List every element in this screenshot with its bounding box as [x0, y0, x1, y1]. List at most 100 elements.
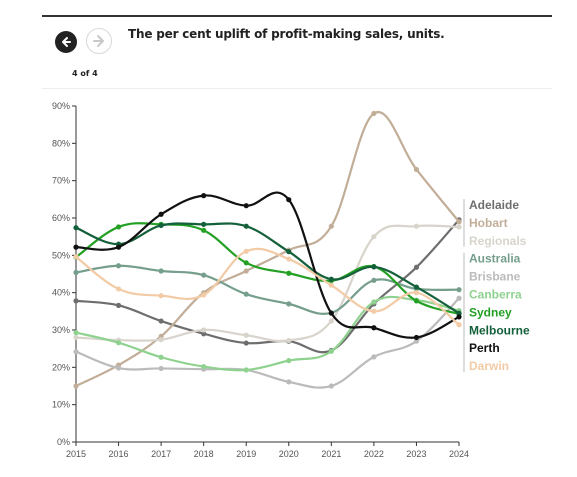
data-point-perth	[456, 314, 462, 320]
data-point-darwin	[286, 256, 292, 262]
legend-label-canberra: Canberra	[469, 288, 522, 302]
data-point-canberra	[328, 348, 334, 354]
y-tick-label: 60%	[52, 213, 70, 223]
data-point-brisbane	[413, 338, 420, 344]
data-point-perth	[371, 325, 377, 331]
data-point-darwin	[158, 293, 164, 299]
data-point-canberra	[371, 299, 377, 305]
series-line-regionals	[74, 224, 461, 343]
data-point-canberra	[243, 367, 249, 373]
top-rule	[42, 15, 552, 17]
data-point-regionals	[158, 337, 164, 343]
series-line-melbourne	[74, 222, 461, 315]
data-point-adelaide	[158, 318, 164, 324]
data-point-regionals	[286, 337, 292, 344]
page-counter: 4 of 4	[72, 69, 98, 78]
data-point-brisbane	[73, 349, 79, 355]
x-tick-label: 2022	[364, 449, 384, 459]
data-point-darwin	[456, 322, 462, 328]
series-line-darwin	[74, 247, 461, 326]
data-point-perth	[73, 244, 79, 250]
data-point-canberra	[73, 330, 79, 336]
x-tick-label: 2019	[236, 449, 256, 459]
data-point-brisbane	[456, 295, 462, 301]
data-point-sydney	[413, 298, 420, 304]
legend-label-sydney: Sydney	[469, 305, 512, 319]
x-tick-label: 2017	[151, 449, 171, 459]
data-point-brisbane	[115, 365, 122, 371]
back-button[interactable]	[55, 31, 77, 53]
legend-label-adelaide: Adelaide	[469, 198, 519, 212]
y-tick-label: 30%	[52, 325, 70, 335]
data-point-australia	[115, 263, 122, 269]
data-point-darwin	[371, 308, 377, 314]
data-point-canberra	[286, 358, 292, 364]
data-point-sydney	[201, 227, 207, 233]
x-tick-label: 2015	[66, 449, 86, 459]
next-button[interactable]	[86, 28, 112, 54]
data-point-sydney	[243, 260, 249, 266]
data-point-australia	[456, 287, 462, 293]
data-point-australia	[371, 277, 377, 283]
data-point-hobart	[73, 383, 79, 389]
legend-label-hobart: Hobart	[469, 216, 508, 230]
data-point-brisbane	[371, 354, 377, 360]
data-point-brisbane	[158, 365, 164, 372]
data-point-regionals	[371, 234, 377, 240]
series-line-adelaide	[74, 218, 461, 354]
legend-label-australia: Australia	[469, 252, 521, 266]
arrow-left-icon	[62, 37, 71, 47]
x-tick-label: 2023	[406, 449, 426, 459]
legend-label-perth: Perth	[469, 341, 500, 355]
x-tick-label: 2024	[449, 449, 469, 459]
data-point-melbourne	[158, 222, 164, 229]
x-tick-label: 2018	[194, 449, 214, 459]
data-point-sydney	[115, 224, 122, 230]
page-title: The per cent uplift of profit-making sal…	[128, 27, 445, 41]
data-point-darwin	[73, 254, 79, 260]
data-point-melbourne	[243, 223, 249, 229]
data-point-sydney	[286, 270, 292, 276]
arrow-right-icon	[93, 35, 104, 47]
series-line-sydney	[74, 222, 461, 316]
data-point-regionals	[413, 223, 420, 229]
data-point-regionals	[243, 332, 249, 338]
x-tick-label: 2016	[109, 449, 129, 459]
separator-rule	[42, 88, 552, 89]
x-tick-label: 2020	[279, 449, 299, 459]
data-point-adelaide	[201, 331, 207, 337]
data-point-perth	[413, 334, 420, 341]
data-point-hobart	[371, 110, 377, 117]
data-point-darwin	[201, 292, 207, 298]
y-tick-label: 70%	[52, 176, 70, 186]
data-point-regionals	[201, 327, 207, 333]
data-point-australia	[243, 291, 249, 297]
legend-label-darwin: Darwin	[469, 359, 509, 373]
y-tick-label: 10%	[52, 400, 70, 410]
data-point-melbourne	[456, 310, 462, 316]
legend-label-brisbane: Brisbane	[469, 270, 521, 284]
data-point-canberra	[158, 354, 164, 360]
series-line-perth	[74, 191, 461, 339]
data-point-perth	[286, 197, 292, 203]
data-point-perth	[243, 203, 249, 209]
data-point-hobart	[456, 219, 462, 225]
y-tick-label: 50%	[52, 250, 70, 260]
data-point-regionals	[456, 224, 462, 230]
data-point-perth	[328, 310, 334, 316]
data-point-regionals	[328, 318, 334, 324]
data-point-hobart	[413, 166, 420, 173]
data-point-melbourne	[371, 264, 377, 270]
y-tick-label: 80%	[52, 138, 70, 148]
series-line-canberra	[74, 295, 461, 372]
y-tick-label: 0%	[57, 437, 70, 447]
data-point-australia	[286, 301, 292, 307]
y-tick-label: 90%	[52, 101, 70, 111]
data-point-adelaide	[73, 298, 79, 304]
data-point-australia	[201, 272, 207, 278]
data-point-brisbane	[286, 379, 292, 385]
series-line-brisbane	[74, 297, 461, 389]
data-point-melbourne	[286, 249, 292, 255]
y-tick-label: 40%	[52, 288, 70, 298]
